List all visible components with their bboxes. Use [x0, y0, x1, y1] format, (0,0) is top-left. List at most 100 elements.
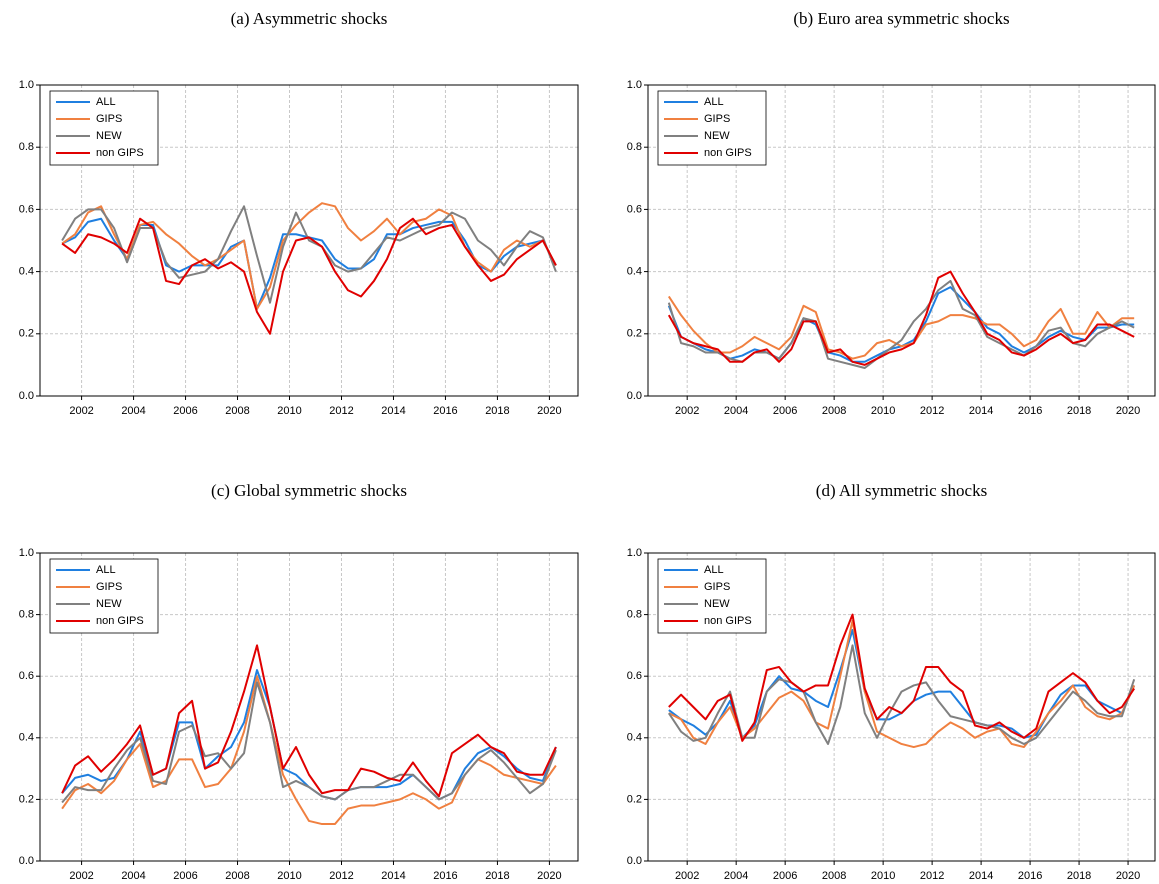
legend-label: GIPS: [704, 581, 730, 593]
x-tick-label: 2008: [822, 870, 846, 882]
panel-title: (c) Global symmetric shocks: [211, 481, 407, 500]
plot-frame: [647, 552, 1156, 862]
y-tick-label: 0.4: [627, 266, 642, 278]
y-tick-label: 0.6: [627, 670, 642, 682]
series-line: [61, 675, 557, 826]
legend-label: GIPS: [96, 581, 122, 593]
x-tick-label: 2002: [675, 405, 699, 417]
panel: (b) Euro area symmetric shocks 0.0 0.2 0.4 0…: [627, 9, 1156, 417]
series-line: [61, 205, 557, 304]
series-line: [61, 217, 557, 335]
x-tick-label: 2008: [225, 405, 249, 417]
x-tick-label: 2014: [969, 870, 993, 882]
plot-frame: [647, 84, 1156, 397]
x-tick-label: 2004: [121, 870, 145, 882]
x-tick-label: 2020: [537, 405, 561, 417]
x-tick-label: 2016: [1018, 405, 1042, 417]
y-tick-label: 0.6: [19, 670, 34, 682]
x-tick-label: 2016: [433, 405, 457, 417]
x-tick-label: 2012: [329, 405, 353, 417]
y-tick-label: 0.8: [19, 141, 34, 153]
series-line: [667, 270, 1135, 366]
y-tick-label: 0.8: [627, 141, 642, 153]
plot-frame: [39, 552, 579, 862]
y-tick-label: 0.0: [627, 390, 642, 402]
series-line: [667, 644, 1136, 745]
x-tick-label: 2012: [329, 870, 353, 882]
x-tick-label: 2020: [537, 870, 561, 882]
series-line: [61, 644, 557, 798]
panel-title: (b) Euro area symmetric shocks: [793, 9, 1009, 28]
panel: (a) Asymmetric shocks 0.0 0.2 0.4 0.6 0.8 1.0 2…: [19, 9, 579, 417]
series-line: [61, 669, 557, 801]
series-line: [668, 613, 1136, 742]
y-tick-label: 1.0: [19, 547, 34, 559]
x-tick-label: 2006: [773, 405, 797, 417]
legend-label: non GIPS: [704, 615, 752, 627]
x-tick-label: 2018: [485, 870, 509, 882]
x-tick-label: 2006: [773, 870, 797, 882]
legend-label: NEW: [704, 598, 730, 610]
y-tick-label: 0.4: [627, 732, 642, 744]
x-tick-label: 2004: [724, 870, 748, 882]
panel-title: (d) All symmetric shocks: [816, 481, 987, 500]
legend-label: ALL: [96, 96, 116, 108]
series-line: [61, 202, 557, 310]
x-tick-label: 2006: [173, 405, 197, 417]
panel-title: (a) Asymmetric shocks: [231, 9, 388, 28]
y-tick-label: 0.6: [19, 203, 34, 215]
x-tick-label: 2002: [675, 870, 699, 882]
y-tick-label: 0.0: [19, 390, 34, 402]
series-line: [667, 295, 1135, 360]
legend-label: non GIPS: [96, 615, 144, 627]
x-tick-label: 2010: [871, 870, 895, 882]
y-tick-label: 1.0: [627, 79, 642, 91]
y-tick-label: 0.2: [627, 328, 642, 340]
panel: (c) Global symmetric shocks 0.0 0.2 0.4 0.6 0…: [19, 481, 579, 882]
legend-label: ALL: [704, 564, 724, 576]
x-tick-label: 2014: [969, 405, 993, 417]
x-tick-label: 2002: [69, 405, 93, 417]
x-tick-label: 2004: [724, 405, 748, 417]
series-line: [61, 681, 557, 804]
y-tick-label: 0.4: [19, 732, 34, 744]
legend-label: ALL: [96, 564, 116, 576]
plot-frame: [39, 84, 579, 397]
y-tick-label: 0.2: [627, 793, 642, 805]
x-tick-label: 2010: [277, 405, 301, 417]
x-tick-label: 2014: [381, 870, 405, 882]
x-tick-label: 2002: [69, 870, 93, 882]
y-tick-label: 1.0: [627, 547, 642, 559]
y-tick-label: 0.0: [19, 855, 34, 867]
y-tick-label: 0.8: [19, 609, 34, 621]
legend-label: non GIPS: [96, 147, 144, 159]
x-tick-label: 2004: [121, 405, 145, 417]
x-tick-label: 2020: [1116, 405, 1140, 417]
x-tick-label: 2016: [1018, 870, 1042, 882]
series-line: [61, 217, 557, 310]
y-tick-label: 0.4: [19, 266, 34, 278]
x-tick-label: 2014: [381, 405, 405, 417]
x-tick-label: 2008: [822, 405, 846, 417]
y-tick-label: 0.2: [19, 328, 34, 340]
x-tick-label: 2012: [920, 870, 944, 882]
x-tick-label: 2018: [1067, 870, 1091, 882]
legend-label: ALL: [704, 96, 724, 108]
x-tick-label: 2008: [225, 870, 249, 882]
x-tick-label: 2016: [433, 870, 457, 882]
y-tick-label: 0.0: [627, 855, 642, 867]
y-tick-label: 1.0: [19, 79, 34, 91]
x-tick-label: 2010: [277, 870, 301, 882]
legend-label: GIPS: [704, 113, 730, 125]
y-tick-label: 0.2: [19, 793, 34, 805]
y-tick-label: 0.8: [627, 609, 642, 621]
x-tick-label: 2020: [1116, 870, 1140, 882]
legend-label: NEW: [96, 130, 122, 142]
x-tick-label: 2006: [173, 870, 197, 882]
panel: (d) All symmetric shocks 0.0 0.2 0.4 0.6 0.8 1…: [627, 481, 1156, 882]
series-line: [667, 286, 1135, 363]
x-tick-label: 2018: [1067, 405, 1091, 417]
x-tick-label: 2012: [920, 405, 944, 417]
legend-label: GIPS: [96, 113, 122, 125]
